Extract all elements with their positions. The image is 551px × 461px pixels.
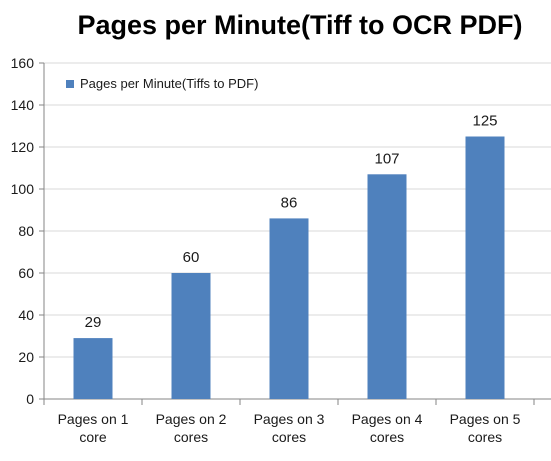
x-tick-label: Pages on 2 cores — [156, 411, 227, 445]
data-label: 125 — [472, 113, 497, 130]
legend: Pages per Minute(Tiffs to PDF) — [66, 76, 258, 91]
x-tick-label: Pages on 1 core — [58, 411, 129, 445]
x-tick-label-line: cores — [272, 429, 306, 445]
y-tick-label: 0 — [26, 391, 34, 407]
x-tick-label-line: core — [79, 429, 106, 445]
y-tick-label: 40 — [18, 307, 34, 323]
y-tick-label: 100 — [11, 181, 35, 197]
bar — [465, 136, 505, 399]
data-label: 60 — [183, 249, 200, 266]
x-tick-label-line: Pages on 1 — [58, 411, 129, 427]
bar — [269, 218, 309, 399]
legend-label: Pages per Minute(Tiffs to PDF) — [80, 76, 259, 91]
legend-swatch — [66, 79, 74, 88]
x-tick-label-line: Pages on 4 — [352, 411, 423, 427]
y-tick-label: 160 — [11, 55, 35, 71]
y-tick-label: 60 — [18, 265, 34, 281]
data-label: 107 — [374, 150, 399, 167]
x-tick-label-line: Pages on 3 — [254, 411, 325, 427]
x-tick-label-line: cores — [468, 429, 502, 445]
bar — [73, 338, 113, 399]
chart-title: Pages per Minute(Tiff to OCR PDF) — [77, 10, 523, 40]
x-tick-label: Pages on 3 cores — [254, 411, 325, 445]
x-tick-label: Pages on 5 cores — [450, 411, 521, 445]
y-tick-label: 140 — [11, 97, 35, 113]
data-labels: 29 60 86 107 125 — [85, 113, 498, 332]
x-tick-label-line: Pages on 2 — [156, 411, 227, 427]
data-label: 29 — [85, 314, 102, 331]
y-tick-label: 80 — [18, 223, 34, 239]
bar — [367, 174, 407, 399]
x-tick-label-line: cores — [370, 429, 404, 445]
data-label: 86 — [281, 194, 298, 211]
y-tick-label: 120 — [11, 139, 35, 155]
bar — [171, 273, 211, 399]
y-tick-label: 20 — [18, 349, 34, 365]
x-tick-label-line: Pages on 5 — [450, 411, 521, 427]
bars — [73, 136, 505, 399]
x-tick-label: Pages on 4 cores — [352, 411, 423, 445]
x-tick-label-line: cores — [174, 429, 208, 445]
